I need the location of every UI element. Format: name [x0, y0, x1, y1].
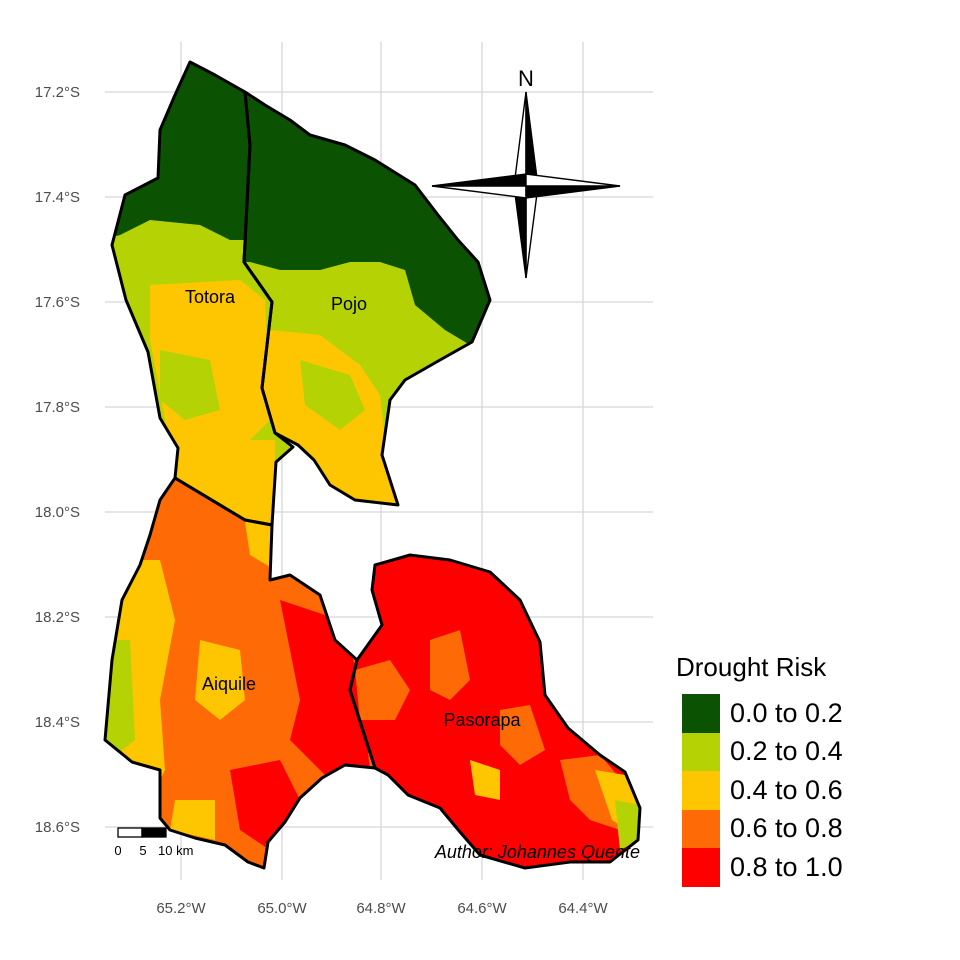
legend-item: 0.6 to 0.8 [676, 809, 843, 848]
legend-swatch [682, 694, 720, 733]
lat-tick-label: 18.6°S [35, 819, 80, 836]
legend-swatch [682, 848, 720, 887]
north-label: N [518, 66, 534, 91]
legend-swatch [682, 809, 720, 848]
north-arrow-icon [431, 91, 621, 279]
lon-tick-label: 65.2°W [156, 900, 206, 917]
legend-label: 0.8 to 1.0 [730, 851, 843, 882]
region-boundaries [103, 60, 642, 870]
lat-tick-label: 18.2°S [35, 609, 80, 626]
lon-tick-label: 64.4°W [558, 900, 608, 917]
lon-tick-label: 64.6°W [457, 900, 507, 917]
legend-label: 0.4 to 0.6 [730, 774, 843, 805]
legend-swatch [682, 771, 720, 810]
legend-item: 0.4 to 0.6 [676, 771, 843, 810]
lat-tick-label: 18.0°S [35, 504, 80, 521]
region-label-pojo: Pojo [331, 294, 367, 314]
lon-tick-label: 64.8°W [356, 900, 406, 917]
legend: Drought Risk 0.0 to 0.2 0.2 to 0.4 0.4 t… [676, 650, 843, 887]
legend-item: 0.8 to 1.0 [676, 848, 843, 887]
region-label-totora: Totora [185, 287, 236, 307]
legend-label: 0.2 to 0.4 [730, 736, 843, 767]
author-credit: Author: Johannes Quente [434, 842, 640, 862]
scale-label: 0 [114, 843, 121, 858]
legend-title: Drought Risk [676, 652, 827, 682]
lat-tick-label: 17.4°S [35, 189, 80, 206]
legend-label: 0.0 to 0.2 [730, 697, 843, 728]
scale-bar [117, 827, 167, 838]
region-label-aiquile: Aiquile [202, 674, 256, 694]
lon-tick-label: 65.0°W [257, 900, 307, 917]
lat-tick-label: 17.8°S [35, 399, 80, 416]
lat-tick-label: 17.6°S [35, 294, 80, 311]
scale-label: 10 km [158, 843, 193, 858]
region-label-pasorapa: Pasorapa [443, 710, 521, 730]
lat-tick-label: 17.2°S [35, 84, 80, 101]
legend-label: 0.6 to 0.8 [730, 813, 843, 844]
scale-label: 5 [139, 843, 146, 858]
legend-item: 0.2 to 0.4 [676, 732, 843, 771]
legend-item: 0.0 to 0.2 [676, 694, 843, 733]
legend-swatch [682, 732, 720, 771]
lat-tick-label: 18.4°S [35, 714, 80, 731]
